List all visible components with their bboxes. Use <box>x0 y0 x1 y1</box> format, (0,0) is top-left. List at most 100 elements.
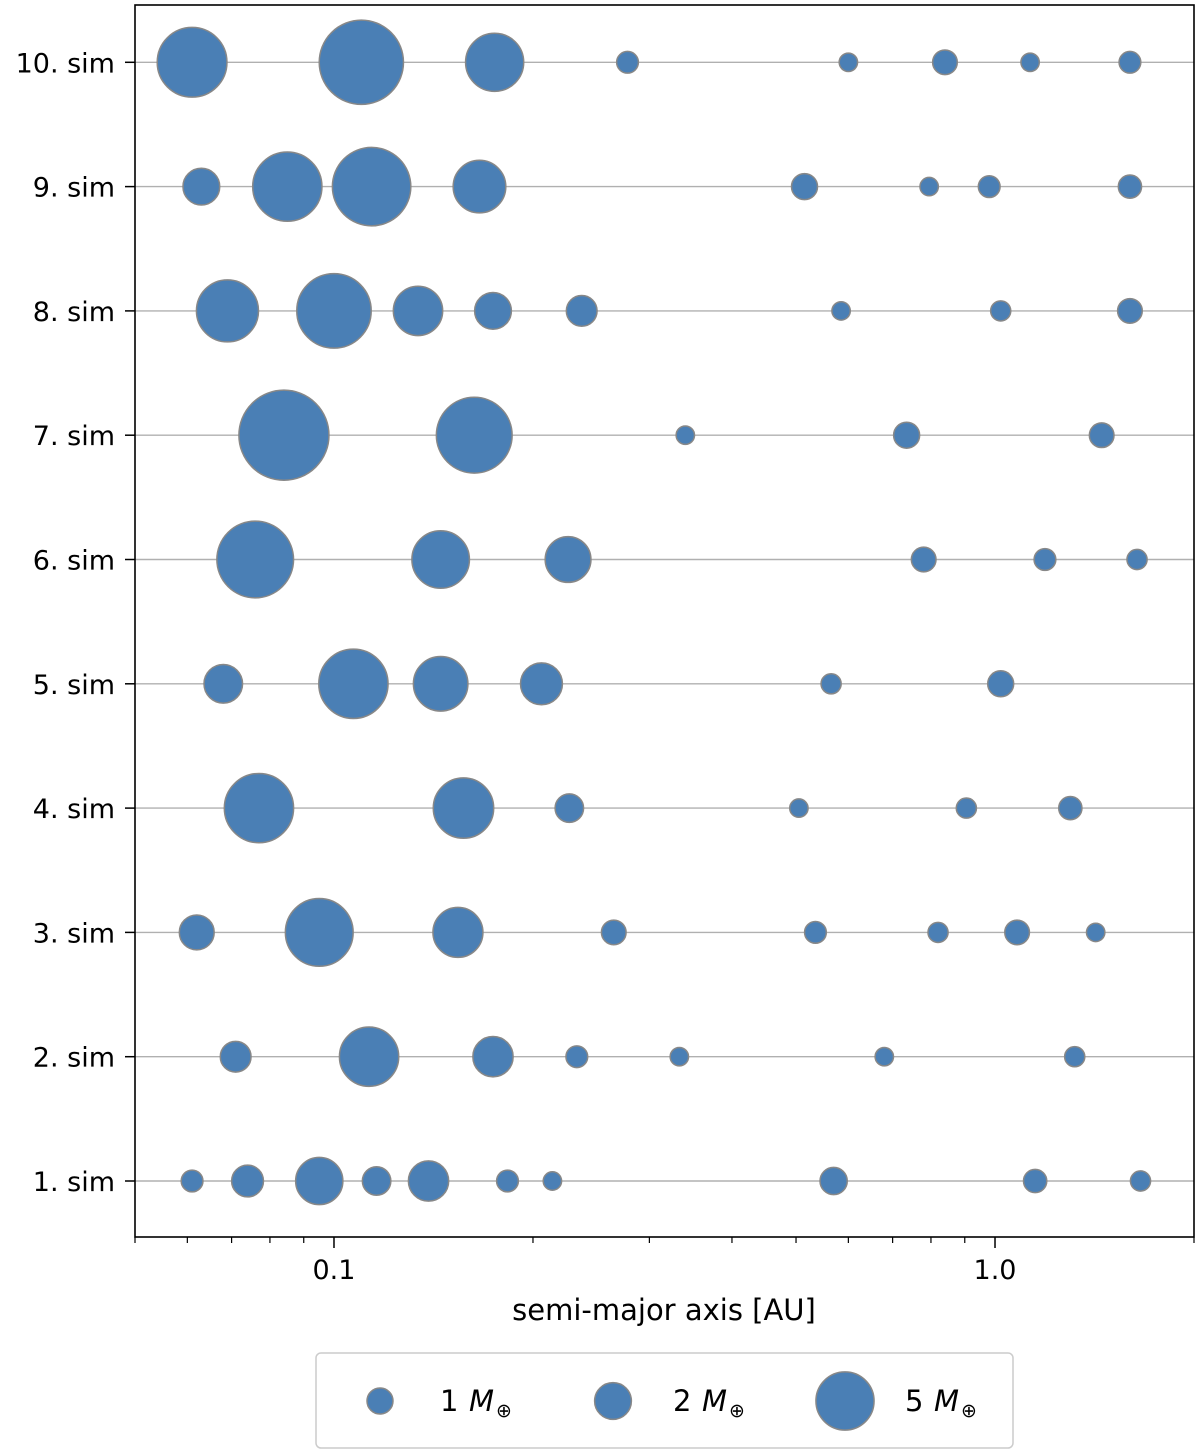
planet-marker <box>284 897 354 968</box>
planet-marker <box>977 174 1001 199</box>
planet-marker <box>788 798 809 819</box>
planet-marker <box>411 529 471 590</box>
legend-marker <box>593 1381 633 1421</box>
planet-marker <box>331 146 412 227</box>
planet-marker <box>892 421 921 449</box>
planet-marker <box>910 546 937 573</box>
planet-marker <box>838 52 859 73</box>
planet-marker <box>432 906 484 959</box>
planet-marker <box>473 291 513 331</box>
planet-marker <box>1020 52 1041 73</box>
planet-marker <box>931 49 959 76</box>
planet-marker <box>238 389 330 481</box>
planet-marker <box>986 670 1015 698</box>
legend-entry: 1 M ⊕ <box>366 1384 512 1422</box>
planet-marker <box>1057 795 1083 821</box>
planet-marker <box>1088 422 1115 449</box>
planet-marker <box>294 1156 344 1206</box>
planet-marker <box>318 19 405 106</box>
legend-subscript: ⊕ <box>729 1400 745 1422</box>
planet-markers <box>156 19 1152 1206</box>
planet-marker <box>565 1045 589 1069</box>
planet-marker <box>820 672 842 695</box>
planet-marker <box>675 425 696 446</box>
planet-marker <box>955 797 978 819</box>
legend-label: 2 <box>673 1384 691 1418</box>
planet-marker <box>874 1046 895 1067</box>
planet-marker <box>565 294 598 328</box>
y-tick-label: 5. sim <box>33 670 115 701</box>
planet-marker <box>519 662 564 706</box>
y-tick-label: 8. sim <box>33 297 115 328</box>
planet-marker <box>412 655 469 712</box>
planet-marker <box>1022 1168 1048 1194</box>
planet-marker <box>203 663 244 704</box>
y-tick-label: 3. sim <box>33 918 115 949</box>
y-tick-label: 1. sim <box>33 1167 115 1198</box>
planet-marker <box>230 1164 265 1198</box>
legend-entry: 5 M ⊕ <box>815 1371 977 1431</box>
planet-marker <box>554 793 585 824</box>
planet-marker <box>361 1166 392 1196</box>
planet-marker <box>790 172 819 201</box>
planet-marker <box>219 1040 252 1073</box>
y-tick-label: 2. sim <box>33 1043 115 1074</box>
planet-marker <box>338 1026 400 1088</box>
legend-marker <box>815 1371 875 1431</box>
planet-marker <box>223 772 295 844</box>
legend-symbol: M <box>934 1384 959 1418</box>
planet-marker <box>180 1169 204 1193</box>
legend: 1 M ⊕ 2 M ⊕ 5 M ⊕ <box>315 1352 1014 1449</box>
planet-marker <box>542 1171 563 1191</box>
legend-symbol: M <box>469 1384 494 1418</box>
planet-marker <box>831 300 852 321</box>
legend-symbol: M <box>702 1384 727 1418</box>
y-ticks: 1. sim 2. sim 3. sim 4. sim 5. sim 6. sim 7. s… <box>16 48 135 1198</box>
planet-marker <box>296 272 372 349</box>
grid-lines <box>135 61 1194 1182</box>
planet-marker <box>1033 547 1057 572</box>
planet-marker <box>472 1035 514 1078</box>
planet-marker <box>1085 922 1106 943</box>
planet-marker <box>182 167 221 206</box>
x-axis-title: semi-major axis [AU] <box>512 1293 816 1327</box>
y-tick-label: 6. sim <box>33 546 115 577</box>
planet-marker <box>156 26 228 98</box>
planet-marker <box>195 279 260 343</box>
planet-marker <box>392 285 444 337</box>
planet-marker <box>216 520 295 599</box>
planet-marker <box>1117 174 1143 199</box>
legend-label: 1 <box>440 1384 458 1418</box>
planet-marker <box>1129 1170 1152 1192</box>
y-tick-label: 4. sim <box>33 794 115 825</box>
planet-marker <box>989 300 1012 322</box>
y-tick-label: 9. sim <box>33 173 115 204</box>
x-ticks: 0.1 1.0 <box>134 1237 1195 1286</box>
x-tick-label: 1.0 <box>974 1255 1017 1286</box>
planet-marker <box>669 1046 690 1067</box>
planet-marker <box>318 648 389 720</box>
y-tick-label: 7. sim <box>33 421 115 452</box>
planet-marker <box>600 919 627 946</box>
planet-marker <box>1126 548 1148 571</box>
legend-subscript: ⊕ <box>961 1400 977 1422</box>
legend-subscript: ⊕ <box>496 1400 512 1422</box>
planet-marker <box>615 50 640 74</box>
planet-marker <box>407 1160 450 1202</box>
legend-label: 5 <box>905 1384 923 1418</box>
legend-marker <box>366 1387 394 1415</box>
plot-frame <box>134 4 1195 1238</box>
planet-marker <box>432 777 495 840</box>
planet-marker <box>1116 297 1144 324</box>
planet-marker <box>178 914 215 951</box>
planet-marker <box>1063 1045 1086 1068</box>
planet-marker <box>819 1166 849 1196</box>
planet-marker <box>464 32 525 93</box>
x-tick-label: 0.1 <box>313 1255 356 1286</box>
planet-marker <box>803 920 828 945</box>
planet-marker <box>495 1169 520 1193</box>
planet-marker <box>919 176 940 197</box>
planet-marker <box>544 535 592 584</box>
planet-marker <box>452 159 507 214</box>
